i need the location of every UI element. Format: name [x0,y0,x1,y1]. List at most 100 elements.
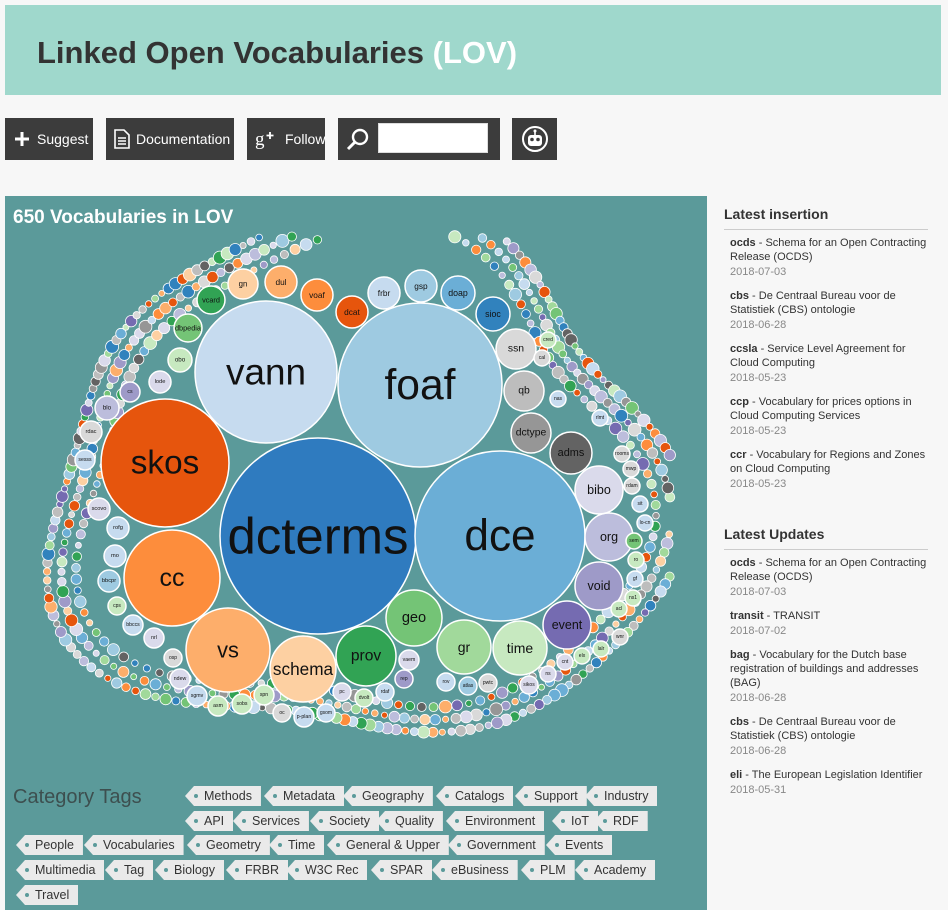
small-vocab-bubble[interactable] [575,347,584,356]
bubble-circle[interactable] [332,682,352,702]
small-vocab-bubble[interactable] [508,287,522,302]
small-vocab-bubble[interactable] [538,286,551,299]
small-vocab-bubble[interactable] [64,613,79,628]
vocab-bubble-dcat[interactable]: dcat [335,295,369,329]
small-vocab-bubble[interactable] [115,327,127,340]
small-vocab-bubble[interactable] [455,724,467,737]
bubble-circle[interactable] [100,398,230,528]
small-vocab-bubble[interactable] [130,673,138,681]
small-vocab-bubble[interactable] [269,255,279,264]
small-vocab-bubble[interactable] [604,626,614,636]
vocab-bubble-vcard[interactable]: vcard [196,285,226,315]
small-vocab-bubble[interactable] [563,356,571,364]
search-input[interactable] [378,123,488,153]
small-vocab-bubble[interactable] [58,547,68,557]
small-vocab-bubble[interactable] [459,710,473,724]
vocab-bubble-cred[interactable]: cred [539,331,557,349]
small-vocab-bubble[interactable] [564,379,577,393]
vocab-bubble-gsom[interactable]: gsom [316,703,336,723]
bubble-circle[interactable] [253,684,275,706]
bubble-circle[interactable] [458,676,478,696]
small-vocab-bubble[interactable] [566,361,578,373]
small-vocab-bubble[interactable] [56,556,68,568]
small-vocab-bubble[interactable] [181,284,195,299]
category-tag[interactable]: Environment [446,811,545,831]
small-vocab-bubble[interactable] [104,674,112,682]
category-tag[interactable]: PLM [521,860,575,880]
small-vocab-bubble[interactable] [191,282,201,292]
small-vocab-bubble[interactable] [208,689,217,698]
vocab-bubble-frbr[interactable]: frbr [367,276,401,310]
vocab-bubble-pwtc[interactable]: pwtc [478,673,498,693]
small-vocab-bubble[interactable] [44,540,55,551]
small-vocab-bubble[interactable] [246,237,256,246]
category-tag[interactable]: Methods [185,786,261,806]
vocab-bubble-voaf[interactable]: voaf [300,278,334,312]
bubble-circle[interactable] [186,685,208,707]
news-entry[interactable]: transit - TRANSIT 2018-07-02 [730,609,928,638]
small-vocab-bubble[interactable] [516,299,526,310]
vocab-bubble-pc[interactable]: pc [332,682,352,702]
bubble-circle[interactable] [194,300,338,444]
category-tag[interactable]: Biology [155,860,224,880]
small-vocab-bubble[interactable] [206,271,219,284]
small-vocab-bubble[interactable] [151,329,163,342]
bubble-circle[interactable] [549,431,593,475]
vocab-bubble-ns[interactable]: ns [539,665,557,683]
small-vocab-bubble[interactable] [504,279,515,290]
small-vocab-bubble[interactable] [528,270,543,284]
vocab-bubble-dctype[interactable]: dctype [510,412,552,454]
small-vocab-bubble[interactable] [644,541,656,553]
small-vocab-bubble[interactable] [51,506,64,518]
vocab-prefix[interactable]: cbs [730,290,749,302]
category-tag[interactable]: Government [448,835,545,855]
small-vocab-bubble[interactable] [158,290,166,297]
bubble-circle[interactable] [169,668,191,690]
suggest-button[interactable]: Suggest [5,118,93,160]
vocab-bubble-vaem[interactable]: vaem [398,649,420,671]
vocab-bubble-void[interactable]: void [574,561,624,611]
vocab-bubble-cps[interactable]: cps [107,596,127,616]
small-vocab-bubble[interactable] [489,261,499,271]
category-tag[interactable]: FRBR [226,860,289,880]
small-vocab-bubble[interactable] [648,532,658,542]
small-vocab-bubble[interactable] [428,702,439,713]
vocab-bubble-sem[interactable]: sem [625,532,643,550]
vocab-bubble-lode[interactable]: lode [148,370,172,394]
vocab-prefix[interactable]: ocds [730,557,756,569]
small-vocab-bubble[interactable] [624,418,632,427]
small-vocab-bubble[interactable] [534,304,544,314]
small-vocab-bubble[interactable] [171,696,181,706]
vocab-prefix[interactable]: ccr [730,449,747,461]
small-vocab-bubble[interactable] [139,346,150,357]
small-vocab-bubble[interactable] [132,311,141,320]
bubble-circle[interactable] [97,569,121,593]
bubble-circle[interactable] [269,635,337,703]
small-vocab-bubble[interactable] [199,260,210,272]
bubble-circle[interactable] [436,619,492,675]
vocab-bubble-vs[interactable]: vs [185,607,271,693]
category-tag[interactable]: SPAR [371,860,433,880]
small-vocab-bubble[interactable] [89,489,98,498]
vocab-prefix[interactable]: transit [730,610,764,622]
vocab-bubble-rdaf[interactable]: rdaf [375,682,395,702]
small-vocab-bubble[interactable] [551,365,565,379]
vocab-bubble-rooms[interactable]: rooms [613,445,631,463]
small-vocab-bubble[interactable] [159,301,172,315]
small-vocab-bubble[interactable] [635,615,644,624]
bubble-circle[interactable] [622,460,640,478]
small-vocab-bubble[interactable] [43,576,52,585]
vocab-bubble-adms[interactable]: adms [549,431,593,475]
vocab-bubble-mwp[interactable]: mwp [622,460,640,478]
small-vocab-bubble[interactable] [158,322,171,335]
small-vocab-bubble[interactable] [538,683,545,691]
small-vocab-bubble[interactable] [70,573,82,585]
small-vocab-bubble[interactable] [477,233,488,243]
small-vocab-bubble[interactable] [275,234,290,248]
small-vocab-bubble[interactable] [71,551,82,562]
small-vocab-bubble[interactable] [585,664,594,673]
bubble-circle[interactable] [335,625,397,687]
small-vocab-bubble[interactable] [43,592,55,604]
vocab-bubble-osp[interactable]: osp [163,648,183,668]
bubble-circle[interactable] [94,395,120,421]
